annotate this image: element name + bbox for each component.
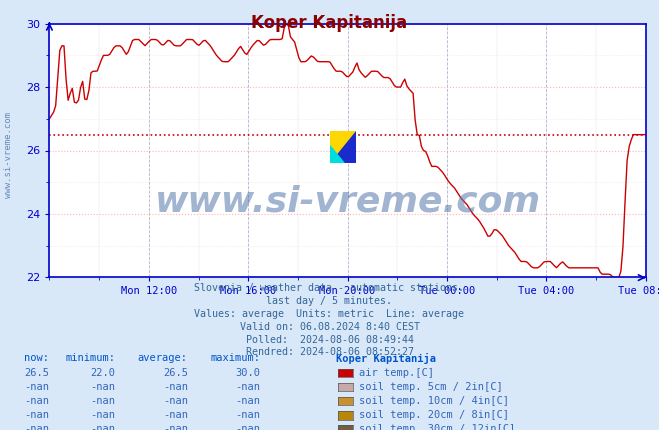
Text: soil temp. 5cm / 2in[C]: soil temp. 5cm / 2in[C] xyxy=(359,382,503,392)
Text: minimum:: minimum: xyxy=(65,353,115,363)
Text: -nan: -nan xyxy=(90,396,115,406)
Text: -nan: -nan xyxy=(163,410,188,420)
Text: Polled:  2024-08-06 08:49:44: Polled: 2024-08-06 08:49:44 xyxy=(246,335,413,344)
Text: last day / 5 minutes.: last day / 5 minutes. xyxy=(266,296,393,306)
Text: maximum:: maximum: xyxy=(210,353,260,363)
Text: www.si-vreme.com: www.si-vreme.com xyxy=(155,184,540,218)
Text: Values: average  Units: metric  Line: average: Values: average Units: metric Line: aver… xyxy=(194,309,465,319)
Text: Koper Kapitanija: Koper Kapitanija xyxy=(252,14,407,32)
Text: now:: now: xyxy=(24,353,49,363)
Polygon shape xyxy=(330,131,356,163)
Text: -nan: -nan xyxy=(90,410,115,420)
Text: soil temp. 10cm / 4in[C]: soil temp. 10cm / 4in[C] xyxy=(359,396,509,406)
Text: -nan: -nan xyxy=(24,382,49,392)
Text: soil temp. 30cm / 12in[C]: soil temp. 30cm / 12in[C] xyxy=(359,424,515,430)
Text: 26.5: 26.5 xyxy=(24,368,49,378)
Text: -nan: -nan xyxy=(235,424,260,430)
Text: -nan: -nan xyxy=(24,396,49,406)
Text: -nan: -nan xyxy=(90,424,115,430)
Text: air temp.[C]: air temp.[C] xyxy=(359,368,434,378)
Text: 26.5: 26.5 xyxy=(163,368,188,378)
Text: Rendred: 2024-08-06 08:52:27: Rendred: 2024-08-06 08:52:27 xyxy=(246,347,413,357)
Text: -nan: -nan xyxy=(90,382,115,392)
Text: soil temp. 20cm / 8in[C]: soil temp. 20cm / 8in[C] xyxy=(359,410,509,420)
Text: -nan: -nan xyxy=(235,410,260,420)
Text: -nan: -nan xyxy=(163,396,188,406)
Text: -nan: -nan xyxy=(163,424,188,430)
Text: Slovenia / weather data - automatic stations.: Slovenia / weather data - automatic stat… xyxy=(194,283,465,293)
Text: -nan: -nan xyxy=(24,410,49,420)
Text: Valid on: 06.08.2024 8:40 CEST: Valid on: 06.08.2024 8:40 CEST xyxy=(239,322,420,332)
Text: 22.0: 22.0 xyxy=(90,368,115,378)
Text: Koper Kapitanija: Koper Kapitanija xyxy=(336,353,436,365)
Text: -nan: -nan xyxy=(235,382,260,392)
Text: -nan: -nan xyxy=(163,382,188,392)
Polygon shape xyxy=(330,145,344,163)
Text: -nan: -nan xyxy=(235,396,260,406)
Text: -nan: -nan xyxy=(24,424,49,430)
Text: 30.0: 30.0 xyxy=(235,368,260,378)
Text: average:: average: xyxy=(138,353,188,363)
Text: www.si-vreme.com: www.si-vreme.com xyxy=(4,112,13,198)
